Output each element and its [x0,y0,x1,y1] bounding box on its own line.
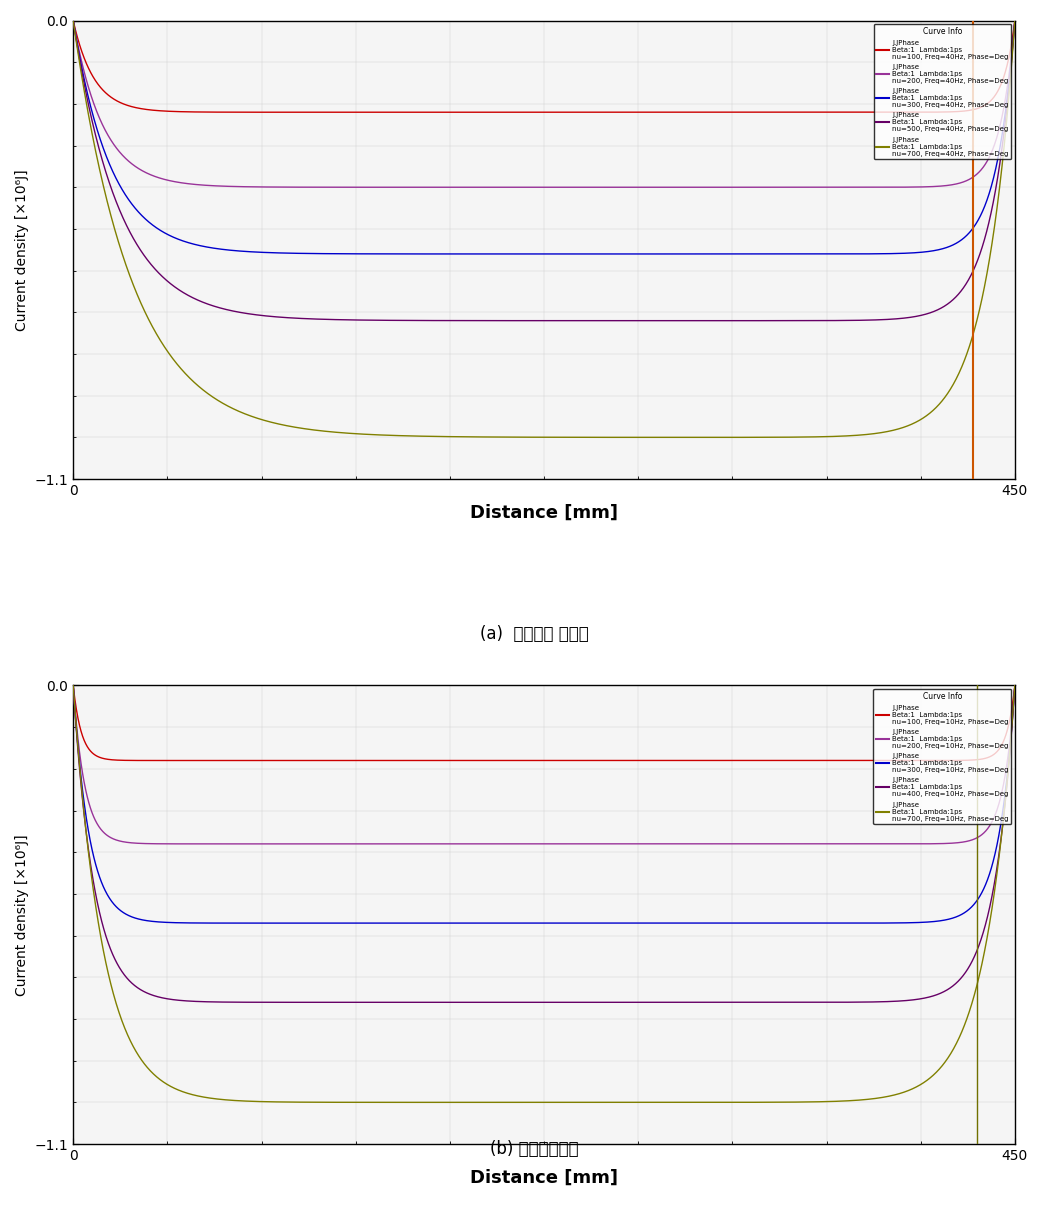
Y-axis label: Current density [×10⁶J]: Current density [×10⁶J] [15,169,29,331]
Legend: J.JPhase
Beta:1  Lambda:1ps
nu=100, Freq=40Hz, Phase=Deg, J.JPhase
Beta:1  Lambd: J.JPhase Beta:1 Lambda:1ps nu=100, Freq=… [873,25,1012,159]
Text: (a)  유도가열 히칭롤: (a) 유도가열 히칭롤 [480,625,589,644]
X-axis label: Distance [mm]: Distance [mm] [470,1168,618,1187]
Text: (b) 하이브리드롤: (b) 하이브리드롤 [490,1140,579,1159]
Y-axis label: Current density [×10⁶J]: Current density [×10⁶J] [15,834,29,996]
Legend: J.JPhase
Beta:1  Lambda:1ps
nu=100, Freq=10Hz, Phase=Deg, J.JPhase
Beta:1  Lambd: J.JPhase Beta:1 Lambda:1ps nu=100, Freq=… [873,689,1012,824]
X-axis label: Distance [mm]: Distance [mm] [470,504,618,521]
